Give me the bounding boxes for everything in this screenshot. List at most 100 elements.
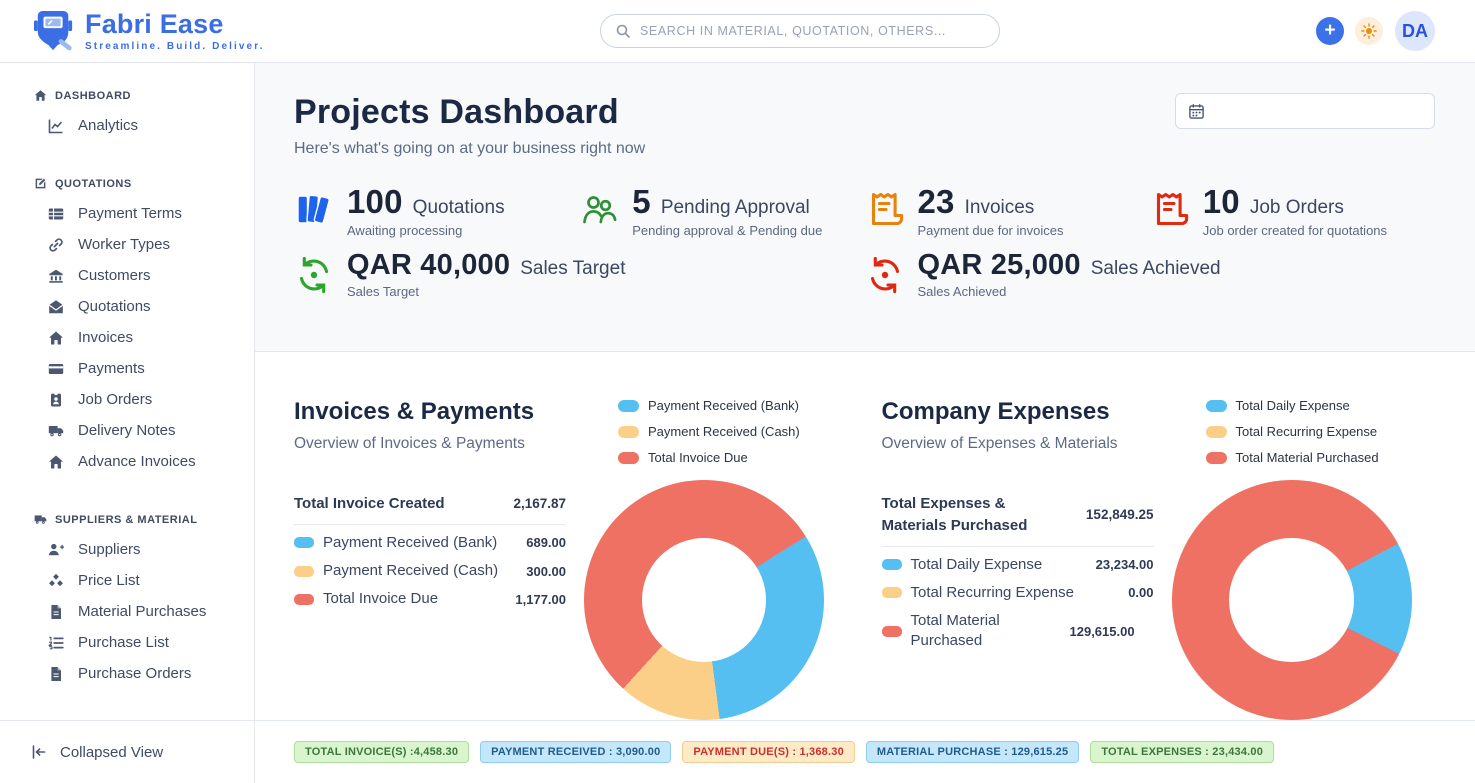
legend-chip [618,399,639,412]
truck-icon [34,515,47,524]
envelope-open-icon [48,299,64,314]
credit-card-icon [48,363,64,374]
sidebar-item-label: Quotations [78,298,151,315]
sidebar-item-label: Price List [78,572,140,589]
legend-item[interactable]: Total Material Purchased [1205,450,1379,465]
summary-row-label: Total Recurring Expense [910,583,1074,601]
cubes-icon [49,573,63,586]
invoices-summary: Total Invoice Created 2,167.87 Payment R… [294,493,566,610]
sidebar-item-payment-terms[interactable]: Payment Terms [0,198,254,229]
section-label: QUOTATIONS [55,177,132,190]
sidebar-item-purchase-list[interactable]: Purchase List [0,627,254,658]
theme-toggle-button[interactable] [1355,17,1383,45]
legend-item[interactable]: Payment Received (Cash) [618,424,800,439]
dashboard-hero: Projects Dashboard Here's what's going o… [255,63,1475,351]
chart-legend: Payment Received (Bank) Payment Received… [618,398,800,465]
stat-sublabel: Job order created for quotations [1202,223,1388,238]
brand-tagline: Streamline. Build. Deliver. [85,40,265,52]
sidebar-item-label: Advance Invoices [78,453,196,470]
file-icon [50,666,62,681]
stat-value: 23 [917,183,955,220]
sidebar-item-advance-invoices[interactable]: Advance Invoices [0,446,254,477]
global-search [600,14,1000,48]
sidebar-item-label: Payment Terms [78,205,182,222]
legend-chip [618,425,639,438]
sidebar-item-material-purchases[interactable]: Material Purchases [0,596,254,627]
stat-value: 10 [1202,183,1240,220]
brand-logo[interactable]: Fabri Ease Streamline. Build. Deliver. [0,8,265,54]
summary-row-label: Payment Received (Bank) [323,533,498,551]
legend-item[interactable]: Total Invoice Due [618,450,800,465]
sidebar-item-label: Purchase List [78,634,169,651]
series-color-chip [294,537,314,549]
page-title: Projects Dashboard [294,93,619,131]
sidebar-section-quotations: QUOTATIONS [0,177,254,190]
stat-label: Pending Approval [660,197,810,218]
legend-label: Payment Received (Bank) [648,398,800,413]
summary-row: Total Invoice Due 1,177.00 [294,589,566,609]
sidebar-item-price-list[interactable]: Price List [0,565,254,596]
sidebar-item-purchase-orders[interactable]: Purchase Orders [0,658,254,689]
sidebar: DASHBOARD Analytics QUOTATIONS Payment T… [0,63,255,783]
stat-sales-target: QAR 40,000 Sales Target Sales Target [294,251,865,299]
section-label: SUPPLIERS & MATERIAL [55,513,198,526]
summary-row: Total Daily Expense 23,234.00 [881,555,1154,575]
summary-total-label: Total Invoice Created [294,495,445,512]
avatar[interactable]: DA [1395,11,1435,51]
summary-row-value: 0.00 [1128,585,1154,601]
summary-row-value: 23,234.00 [1095,557,1154,573]
legend-chip [1205,451,1227,464]
add-button[interactable]: + [1316,17,1344,45]
collapse-sidebar-button[interactable]: Collapsed View [0,720,254,783]
sidebar-item-label: Suppliers [78,541,141,558]
summary-row: Payment Received (Cash) 300.00 [294,561,566,581]
stat-label: Sales Achieved [1090,258,1221,279]
invoices-donut-chart[interactable] [584,480,824,720]
legend-item[interactable]: Payment Received (Bank) [618,398,800,413]
legend-item[interactable]: Total Daily Expense [1205,398,1379,413]
list-ol-icon [48,635,64,650]
stat-value: QAR 25,000 [917,249,1081,281]
quotation-stack-icon [294,187,334,231]
sidebar-item-suppliers[interactable]: Suppliers [0,534,254,565]
legend-chip [1205,399,1227,412]
payment-due-badge: PAYMENT DUE(S) : 1,368.30 [682,741,855,763]
sidebar-item-analytics[interactable]: Analytics [0,110,254,141]
legend-chip [1205,425,1227,438]
legend-item[interactable]: Total Recurring Expense [1205,424,1379,439]
legend-label: Total Invoice Due [648,450,748,465]
material-purchase-badge: MATERIAL PURCHASE : 129,615.25 [865,741,1080,763]
main-content: Projects Dashboard Here's what's going o… [255,63,1475,783]
sync-arrows-icon [294,253,334,297]
brand-name: Fabri Ease [85,8,224,39]
stat-value: 5 [632,183,651,220]
chart-line-icon [48,118,64,133]
company-expenses-panel: Company Expenses Overview of Expenses & … [881,398,1446,720]
payment-received-badge: PAYMENT RECEIVED : 3,090.00 [480,741,672,763]
people-icon [579,187,619,231]
date-range-picker[interactable] [1175,93,1435,129]
sidebar-item-payments[interactable]: Payments [0,353,254,384]
stat-sublabel: Sales Target [347,284,420,299]
summary-row-label: Total Daily Expense [910,555,1043,573]
series-color-chip [294,565,314,577]
bank-icon [49,269,63,283]
sidebar-item-label: Payments [78,360,145,377]
expenses-donut-chart[interactable] [1171,480,1412,720]
summary-total-label: Total Expenses & Materials Purchased [881,495,1028,534]
sidebar-item-worker-types[interactable]: Worker Types [0,229,254,260]
truck-icon [48,425,64,436]
sidebar-item-quotations[interactable]: Quotations [0,291,254,322]
donut-hole [641,537,767,663]
welding-helmet-icon [33,10,73,51]
stat-sublabel: Awaiting processing [347,223,463,238]
sidebar-item-job-orders[interactable]: Job Orders [0,384,254,415]
total-invoices-badge: TOTAL INVOICE(S) :4,458.30 [294,741,470,763]
file-icon [50,604,62,619]
sidebar-item-invoices[interactable]: Invoices [0,322,254,353]
search-input[interactable] [640,24,985,38]
sidebar-item-delivery-notes[interactable]: Delivery Notes [0,415,254,446]
sidebar-item-customers[interactable]: Customers [0,260,254,291]
stat-quotations: 100 Quotations Awaiting processing [294,185,579,238]
summary-total-value: 152,849.25 [1085,507,1154,523]
